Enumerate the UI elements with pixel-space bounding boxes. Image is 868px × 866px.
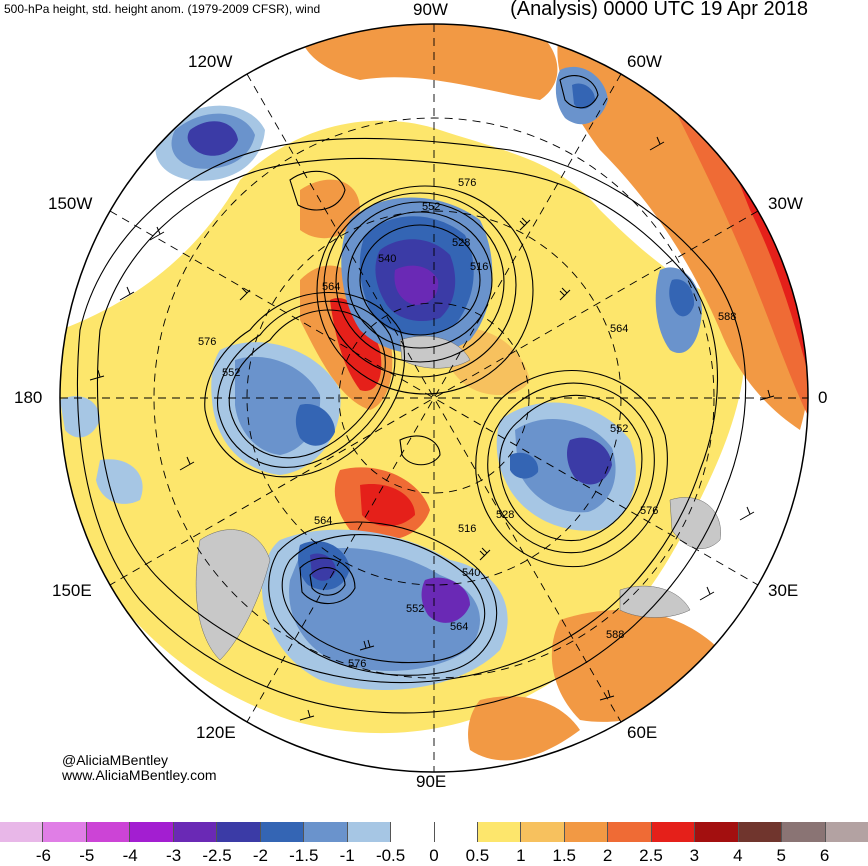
contour-label: 516	[458, 523, 476, 535]
colorbar-swatch	[608, 822, 652, 842]
colorbar-tick-label: 4	[733, 846, 743, 865]
credit-handle: @AliciaMBentley	[62, 752, 169, 768]
colorbar-swatch	[825, 822, 868, 842]
colorbar-ticks: -6 -5 -4 -3 -2.5 -2 -1.5 -1 -0.5 0 0.5 1 1.5 2 2.5 3 4 5 6	[0, 846, 868, 865]
lon-label-150e: 150E	[52, 581, 92, 600]
colorbar-tick-label: -3	[166, 846, 182, 865]
contour-label: 564	[610, 323, 628, 335]
lon-label-180: 180	[14, 388, 43, 407]
colorbar-tick-label: 5	[776, 846, 786, 865]
contour-label: 540	[462, 567, 480, 579]
colorbar-swatch	[217, 822, 261, 842]
colorbar-tick-label: 2	[602, 846, 613, 865]
contour-label: 552	[422, 201, 440, 213]
contour-label: 564	[314, 515, 332, 527]
lon-label-30w: 30W	[768, 194, 803, 213]
lon-label-120e: 120E	[196, 723, 236, 742]
contour-label: 564	[322, 281, 340, 293]
contour-label: 588	[718, 311, 736, 323]
contour-label: 528	[452, 237, 470, 249]
colorbar-swatch	[391, 822, 435, 842]
colorbar-swatch	[0, 822, 44, 842]
colorbar-tick-label: -2	[252, 846, 268, 865]
colorbar-swatch	[434, 822, 478, 842]
colorbar-tick-label: -5	[79, 846, 95, 865]
colorbar-tick-label: -2.5	[202, 846, 232, 865]
colorbar-swatch	[86, 822, 131, 842]
colorbar-swatch	[43, 822, 87, 842]
colorbar-swatch	[304, 822, 348, 842]
lon-label-60w: 60W	[627, 52, 662, 71]
contour-label: 552	[406, 603, 424, 615]
map-title: 500-hPa height, std. height anom. (1979-…	[4, 2, 321, 16]
contour-label: 576	[348, 658, 366, 670]
colorbar-swatch	[477, 822, 522, 842]
colorbar-swatch	[651, 822, 696, 842]
colorbar-swatch	[347, 822, 392, 842]
contour-label: 576	[640, 505, 658, 517]
contour-label: 552	[610, 423, 628, 435]
map-subtitle: (Analysis) 0000 UTC 19 Apr 2018	[510, 0, 808, 20]
colorbar-tick-label: 1	[516, 846, 526, 865]
contour-label: 588	[606, 629, 624, 641]
colorbar-tick-label: -4	[122, 846, 138, 865]
colorbar-swatch	[130, 822, 174, 842]
colorbar-tick-label: -6	[35, 846, 51, 865]
colorbar-tick-label: 0.5	[465, 846, 490, 865]
colorbar-swatch	[564, 822, 609, 842]
contour-label: 516	[470, 261, 488, 273]
colorbar-swatch	[521, 822, 565, 842]
colorbar-tick-label: 0	[429, 846, 439, 865]
colorbar-tick-label: -0.5	[375, 846, 406, 865]
contour-label: 576	[198, 336, 216, 348]
colorbar-tick-label: 6	[819, 846, 830, 865]
colorbar-tick-label: -1	[339, 846, 355, 865]
lon-label-60e: 60E	[627, 723, 658, 742]
map-border	[59, 23, 809, 773]
graticule	[60, 24, 808, 772]
contour-label: 552	[222, 367, 240, 379]
colorbar-swatch	[695, 822, 739, 842]
colorbar	[0, 822, 868, 842]
lon-label-120w: 120W	[188, 52, 233, 71]
colorbar-swatch	[782, 822, 826, 842]
contour-label: 564	[450, 621, 468, 633]
lon-label-90e: 90E	[416, 772, 447, 791]
lon-label-150w: 150W	[48, 194, 93, 213]
contour-label: 540	[378, 253, 396, 265]
contour-label: 528	[496, 509, 514, 521]
colorbar-swatch	[260, 822, 305, 842]
colorbar-swatch	[738, 822, 783, 842]
colorbar-tick-label: 1.5	[552, 846, 577, 865]
contour-labels: 552 576 528 516 540 564 576 552 564 588 …	[198, 177, 736, 670]
wind-barbs	[89, 136, 775, 721]
contour-label: 576	[458, 177, 476, 189]
colorbar-swatch	[173, 822, 218, 842]
lon-label-0: 0	[818, 388, 828, 407]
colorbar-tick-label: 3	[689, 846, 700, 865]
land-masks	[195, 335, 721, 661]
height-contours	[76, 75, 747, 714]
colorbar-tick-label: 2.5	[639, 846, 663, 865]
colorbar-tick-label: -1.5	[289, 846, 319, 865]
credit-site: www.AliciaMBentley.com	[62, 767, 217, 783]
lon-label-30e: 30E	[768, 581, 799, 600]
lon-label-90w: 90W	[413, 0, 448, 19]
